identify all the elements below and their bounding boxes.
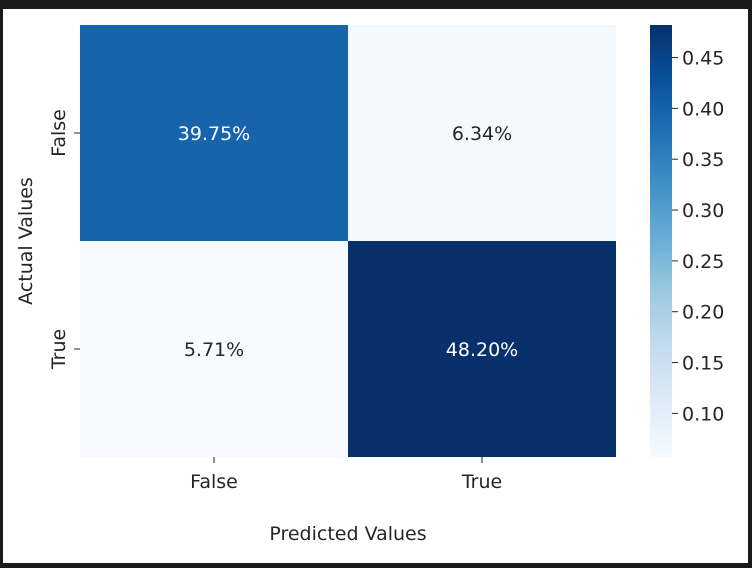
cell-false-false: [80, 25, 348, 241]
cell-false-true-label: 6.34%: [452, 123, 512, 145]
cell-true-false-label: 5.71%: [184, 339, 244, 361]
colorbar-tick-label: 0.30: [682, 200, 724, 222]
colorbar-tick-label: 0.45: [682, 48, 724, 70]
x-tick-label-true: True: [461, 471, 502, 493]
x-axis-label: Predicted Values: [269, 523, 426, 545]
cell-true-false: [80, 241, 348, 457]
heatmap-cell-labels: 39.75% 6.34% 5.71% 48.20%: [178, 123, 518, 361]
confusion-matrix-heatmap: 39.75% 6.34% 5.71% 48.20% False True False Tr…: [15, 25, 724, 545]
cell-false-false-label: 39.75%: [178, 123, 250, 145]
cell-true-true-label: 48.20%: [446, 339, 518, 361]
x-axis: False True: [190, 457, 502, 493]
y-axis: False True: [48, 109, 80, 370]
colorbar-tick-label: 0.40: [682, 98, 724, 120]
colorbar-tick-label: 0.20: [682, 302, 724, 324]
y-tick-label-true: True: [48, 329, 70, 370]
colorbar-tick-label: 0.10: [682, 403, 724, 425]
cell-false-true: [348, 25, 616, 241]
colorbar-tick-label: 0.15: [682, 353, 724, 375]
y-tick-label-false: False: [48, 109, 70, 157]
cell-true-true: [348, 241, 616, 457]
colorbar: [650, 25, 672, 457]
colorbar-ticks: 0.10 0.15 0.20 0.25 0.30 0.35 0.40 0.45: [672, 48, 724, 425]
colorbar-tick-label: 0.25: [682, 251, 724, 273]
heatmap-cells: [80, 25, 616, 457]
y-axis-label: Actual Values: [15, 177, 37, 305]
colorbar-tick-label: 0.35: [682, 149, 724, 171]
x-tick-label-false: False: [190, 471, 238, 493]
chart-frame: 39.75% 6.34% 5.71% 48.20% False True False Tr…: [3, 9, 748, 563]
